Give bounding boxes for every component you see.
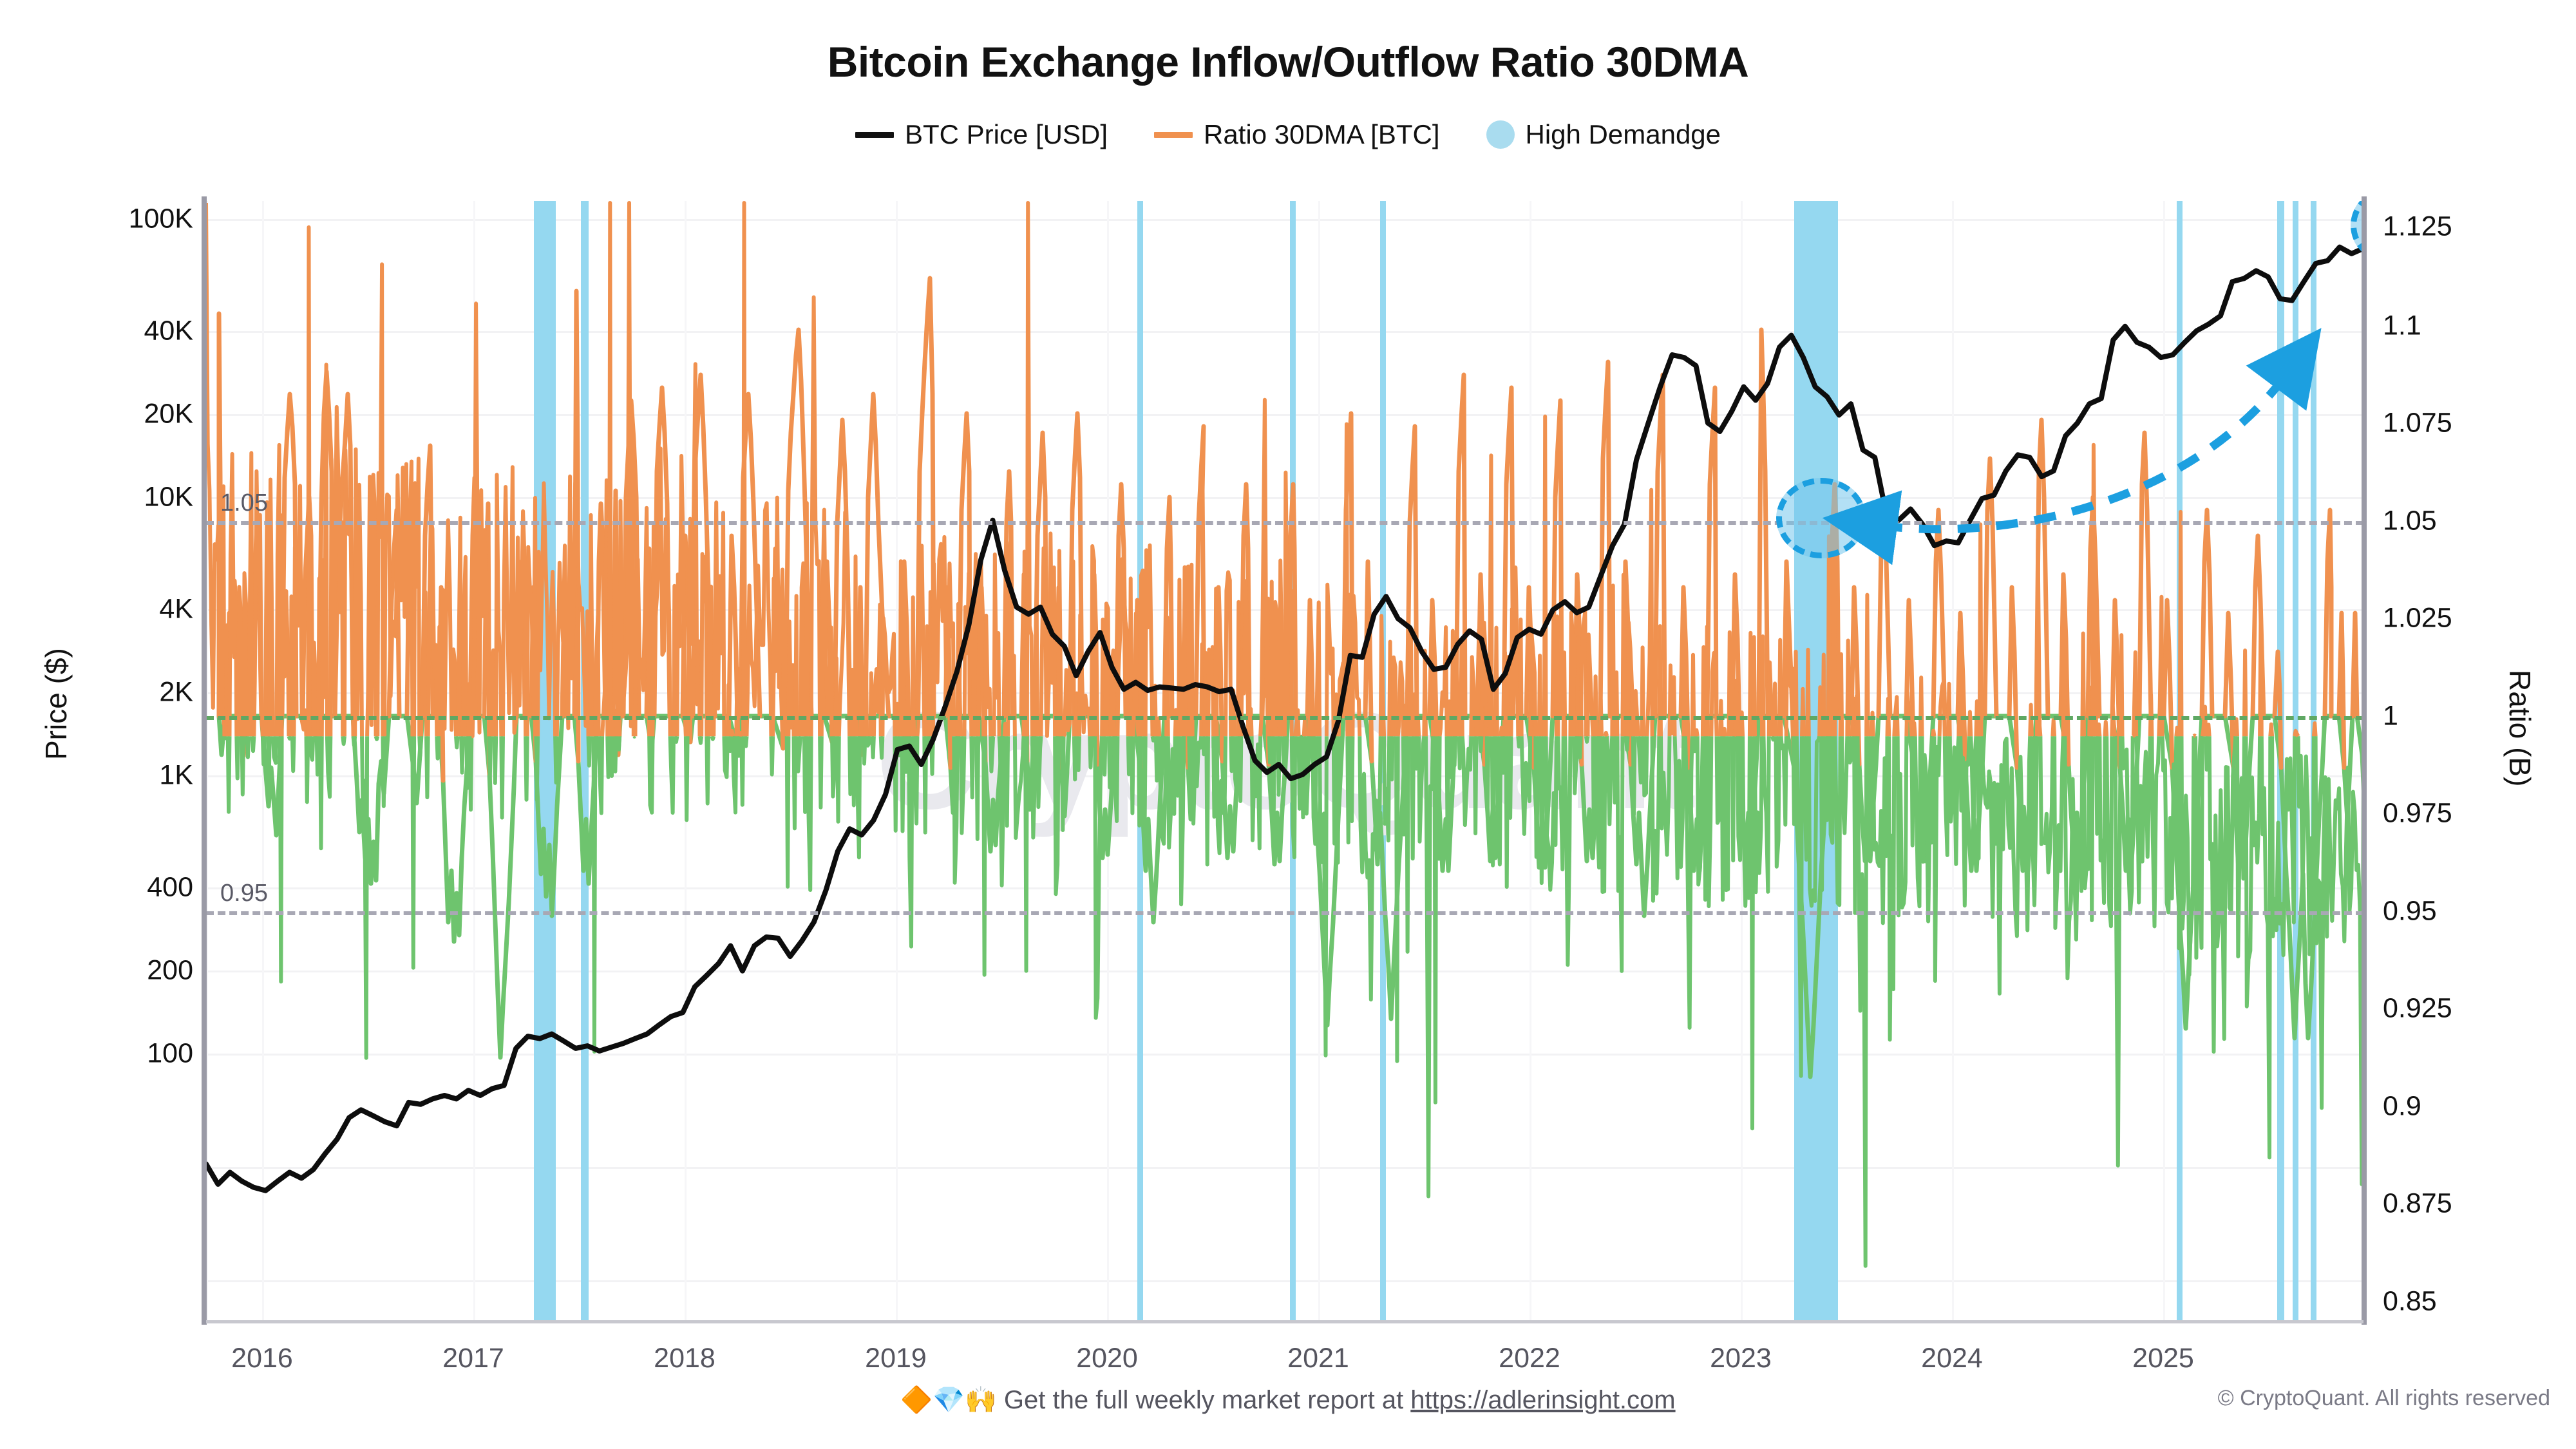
y-tick-right: 1.1	[2383, 310, 2421, 341]
y-axis-right: 1.125 1.1 1.075 1.05 1.025 1 0.975 0.95 …	[2383, 201, 2563, 1320]
vertical-gridline	[473, 201, 475, 1320]
gridline	[206, 1280, 2363, 1282]
y-tick-right: 0.875	[2383, 1188, 2452, 1219]
legend-item-ratio-30dma[interactable]: Ratio 30DMA [BTC]	[1154, 119, 1440, 150]
x-tick: 2021	[1287, 1343, 1349, 1374]
legend-item-high-demandge[interactable]: High Demandge	[1486, 119, 1721, 150]
gridline	[206, 971, 2363, 972]
y-tick-left: 400	[147, 871, 193, 903]
x-tick: 2017	[442, 1343, 504, 1374]
y-tick-right: 0.925	[2383, 992, 2452, 1024]
reference-line-1-05	[206, 521, 2363, 525]
gridline	[206, 887, 2363, 889]
x-tick: 2025	[2132, 1343, 2194, 1374]
y-tick-left: 4K	[159, 593, 193, 625]
highlight-band	[581, 201, 589, 1320]
y-axis-left-spine	[202, 196, 207, 1325]
y-tick-right: 0.95	[2383, 895, 2437, 927]
legend-swatch-line-orange	[1154, 131, 1193, 138]
promo-text: Get the full weekly market report at	[1003, 1386, 1411, 1414]
legend-label-ratio-30dma: Ratio 30DMA [BTC]	[1204, 119, 1440, 149]
x-tick: 2020	[1076, 1343, 1138, 1374]
promo-emoji: 🔶💎🙌	[900, 1386, 997, 1414]
gridline	[206, 331, 2363, 333]
comparison-arrow-svg	[1822, 328, 2322, 565]
x-tick: 2023	[1710, 1343, 1772, 1374]
y-tick-left: 2K	[159, 676, 193, 708]
gridline	[206, 414, 2363, 416]
reference-label-1-05: 1.05	[220, 489, 268, 516]
gridline	[206, 1054, 2363, 1056]
legend-label-high-demandge: High Demandge	[1525, 119, 1721, 149]
y-tick-left: 40K	[144, 315, 193, 346]
y-tick-right: 0.85	[2383, 1285, 2437, 1317]
gridline	[206, 219, 2363, 221]
reference-line-1-00	[206, 716, 2363, 720]
y-tick-right: 1.125	[2383, 211, 2452, 242]
reference-label-0-95: 0.95	[220, 880, 268, 907]
x-tick: 2018	[654, 1343, 715, 1374]
y-tick-right: 1	[2383, 700, 2398, 732]
plot-area[interactable]: CryptoQuant	[206, 201, 2363, 1320]
x-tick: 2019	[865, 1343, 927, 1374]
y-tick-left: 100K	[128, 203, 193, 234]
x-tick: 2024	[1921, 1343, 1983, 1374]
comparison-arrow	[1822, 328, 2322, 565]
y-tick-left: 1K	[159, 759, 193, 791]
promo-link[interactable]: https://adlerinsight.com	[1410, 1386, 1676, 1414]
copyright-notice: © CryptoQuant. All rights reserved	[2217, 1386, 2550, 1410]
footer-promo: 🔶💎🙌 Get the full weekly market report at…	[0, 1385, 2576, 1415]
x-tick: 2016	[231, 1343, 293, 1374]
x-axis-spine	[206, 1320, 2363, 1323]
y-tick-left: 100	[147, 1037, 193, 1069]
x-tick: 2022	[1499, 1343, 1560, 1374]
y-tick-right: 1.075	[2383, 407, 2452, 439]
page-title: Bitcoin Exchange Inflow/Outflow Ratio 30…	[827, 38, 1749, 86]
gridline	[206, 1167, 2363, 1169]
y-axis-right-spine	[2362, 196, 2367, 1325]
y-axis-left: 100K 40K 20K 10K 4K 2K 1K 400 200 100	[0, 201, 193, 1320]
y-tick-right: 0.9	[2383, 1090, 2421, 1122]
legend-swatch-dot-blue	[1486, 120, 1515, 149]
reference-line-0-95	[206, 911, 2363, 915]
legend-label-btc-price: BTC Price [USD]	[904, 119, 1108, 149]
y-tick-right: 0.975	[2383, 797, 2452, 829]
chart-render-layer	[206, 201, 2363, 1268]
legend-swatch-line-black	[855, 131, 894, 138]
y-tick-right: 1.05	[2383, 505, 2437, 536]
chart-legend: BTC Price [USD] Ratio 30DMA [BTC] High D…	[0, 119, 2576, 150]
y-tick-left: 200	[147, 954, 193, 986]
plot-clip: CryptoQuant	[206, 201, 2363, 1320]
legend-item-btc-price[interactable]: BTC Price [USD]	[855, 119, 1108, 150]
y-tick-right: 1.025	[2383, 602, 2452, 634]
y-tick-left: 10K	[144, 481, 193, 513]
y-tick-left: 20K	[144, 398, 193, 430]
